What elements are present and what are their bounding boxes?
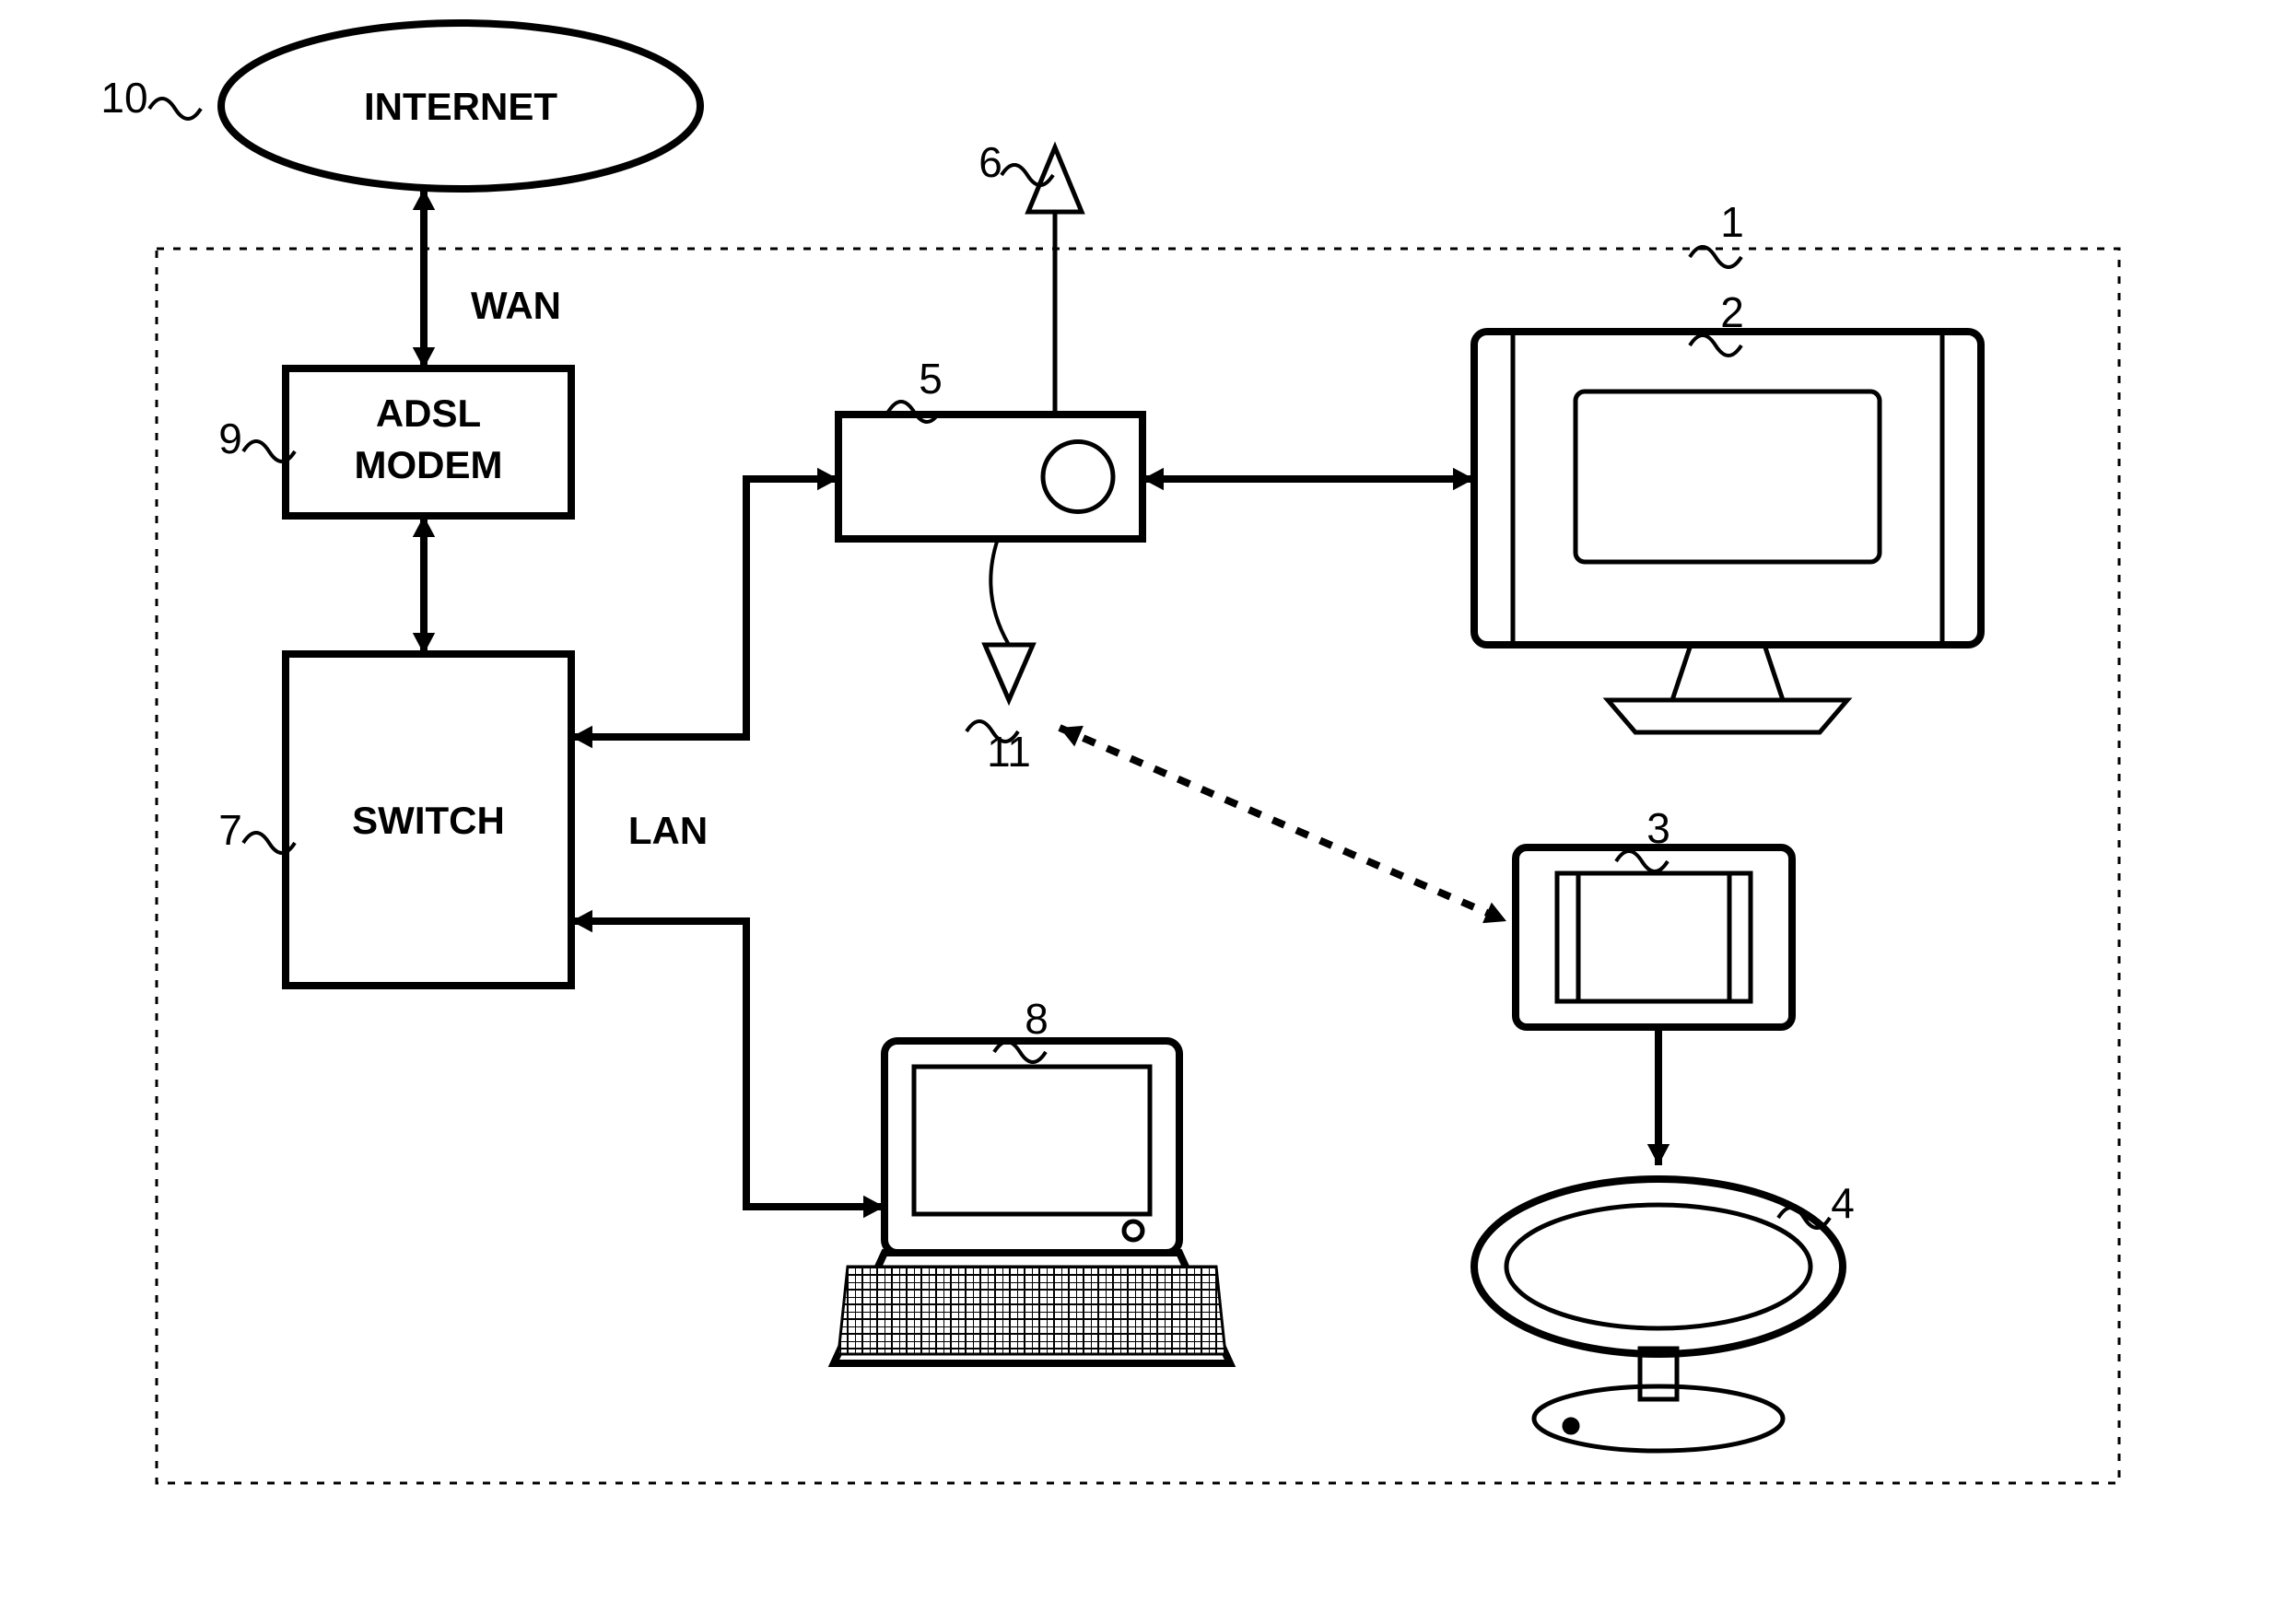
ref-4: 4 [1831, 1179, 1855, 1227]
ref-7: 7 [218, 806, 242, 854]
ref-8: 8 [1025, 995, 1049, 1043]
adsl-modem [286, 368, 571, 516]
antenna-bottom-icon [985, 645, 1033, 700]
ref-10: 10 [100, 74, 147, 122]
settop-box [838, 415, 1142, 539]
switch-label: SWITCH [352, 799, 505, 842]
squiggle-3 [1616, 851, 1668, 871]
modem-label-2: MODEM [355, 443, 503, 486]
ref-9: 9 [218, 415, 242, 462]
modem-label-1: ADSL [376, 391, 481, 435]
wireless-link [1060, 728, 1506, 921]
ref-3: 3 [1646, 804, 1670, 852]
ref-6: 6 [978, 138, 1002, 186]
lan-label: LAN [628, 809, 708, 852]
antenna-top-icon [1028, 147, 1082, 212]
tv-icon [1474, 332, 1981, 645]
ref-2: 2 [1720, 288, 1744, 336]
squiggle-8 [994, 1042, 1046, 1062]
ref-1: 1 [1720, 198, 1744, 246]
squiggle-2 [1690, 335, 1741, 356]
squiggle-10 [149, 99, 201, 119]
settop-dial-icon [1043, 442, 1113, 512]
internet-label: INTERNET [364, 85, 557, 128]
ref-5: 5 [919, 355, 943, 403]
wan-label: WAN [471, 284, 561, 327]
network-diagram: INTERNET101ADSLMODEM9SWITCH756112348WANL… [0, 0, 2273, 1624]
